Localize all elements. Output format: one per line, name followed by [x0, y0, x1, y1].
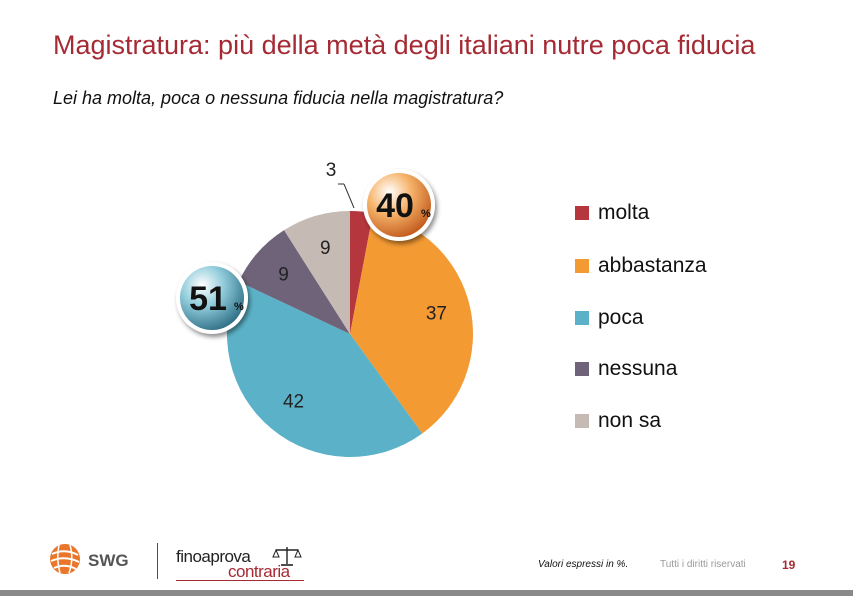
logo-divider: [157, 543, 158, 579]
badge-value: 40: [376, 187, 414, 225]
legend-label: abbastanza: [598, 254, 707, 277]
legend-swatch: [575, 362, 589, 376]
page-title: Magistratura: più della metà degli itali…: [53, 30, 756, 60]
legend-swatch: [575, 259, 589, 273]
legend-label: non sa: [598, 409, 662, 432]
pie-slice-poca: [226, 281, 423, 458]
legend-swatch: [575, 206, 589, 220]
page-subtitle: Lei ha molta, poca o nessuna fiducia nel…: [53, 88, 504, 108]
slice-value-label: 42: [283, 391, 304, 412]
legend-label: molta: [598, 201, 650, 224]
legend-swatch: [575, 414, 589, 428]
badge-value: 51: [189, 280, 227, 318]
swg-logo-text: SWG: [88, 551, 129, 570]
badge-fill: [367, 173, 431, 237]
pie-slice-molta: [350, 211, 374, 334]
legend-item-non-sa: non sa: [575, 407, 661, 435]
legend-item-poca: poca: [575, 304, 644, 332]
pie-slice-non-sa: [284, 211, 350, 334]
legend-label: nessuna: [598, 357, 678, 380]
legend-swatch: [575, 311, 589, 325]
legend-item-molta: molta: [575, 199, 649, 227]
partner-logo-line2: contraria: [228, 562, 290, 581]
bottom-bar: [0, 590, 853, 596]
slice-value-label: 9: [278, 264, 289, 285]
slice-value-label: 3: [326, 160, 337, 181]
pie-slice-nessuna: [238, 230, 350, 334]
legend-label: poca: [598, 306, 644, 329]
footer-note: Valori espressi in %.: [538, 559, 629, 570]
percent-badge: 51%: [176, 262, 248, 334]
footer-rights: Tutti i diritti riservati: [660, 559, 746, 570]
slice-value-label: 9: [320, 238, 331, 259]
legend-item-nessuna: nessuna: [575, 355, 677, 383]
badge-unit: %: [421, 208, 431, 220]
badge-fill: [180, 266, 244, 330]
partner-logo-underline: [176, 580, 304, 581]
legend-item-abbastanza: abbastanza: [575, 252, 707, 280]
pie-slice-abbastanza: [350, 213, 474, 434]
percent-badge: 40%: [363, 169, 435, 241]
partner-logo: finoaprova contraria: [176, 545, 306, 581]
partner-logo-line1: finoaprova: [176, 547, 251, 566]
badge-unit: %: [234, 301, 244, 313]
swg-logo-icon: [50, 544, 80, 574]
leader-line: [343, 183, 355, 209]
page-number: 19: [782, 558, 796, 572]
scales-icon: [272, 547, 302, 566]
slice-value-label: 37: [426, 304, 447, 325]
